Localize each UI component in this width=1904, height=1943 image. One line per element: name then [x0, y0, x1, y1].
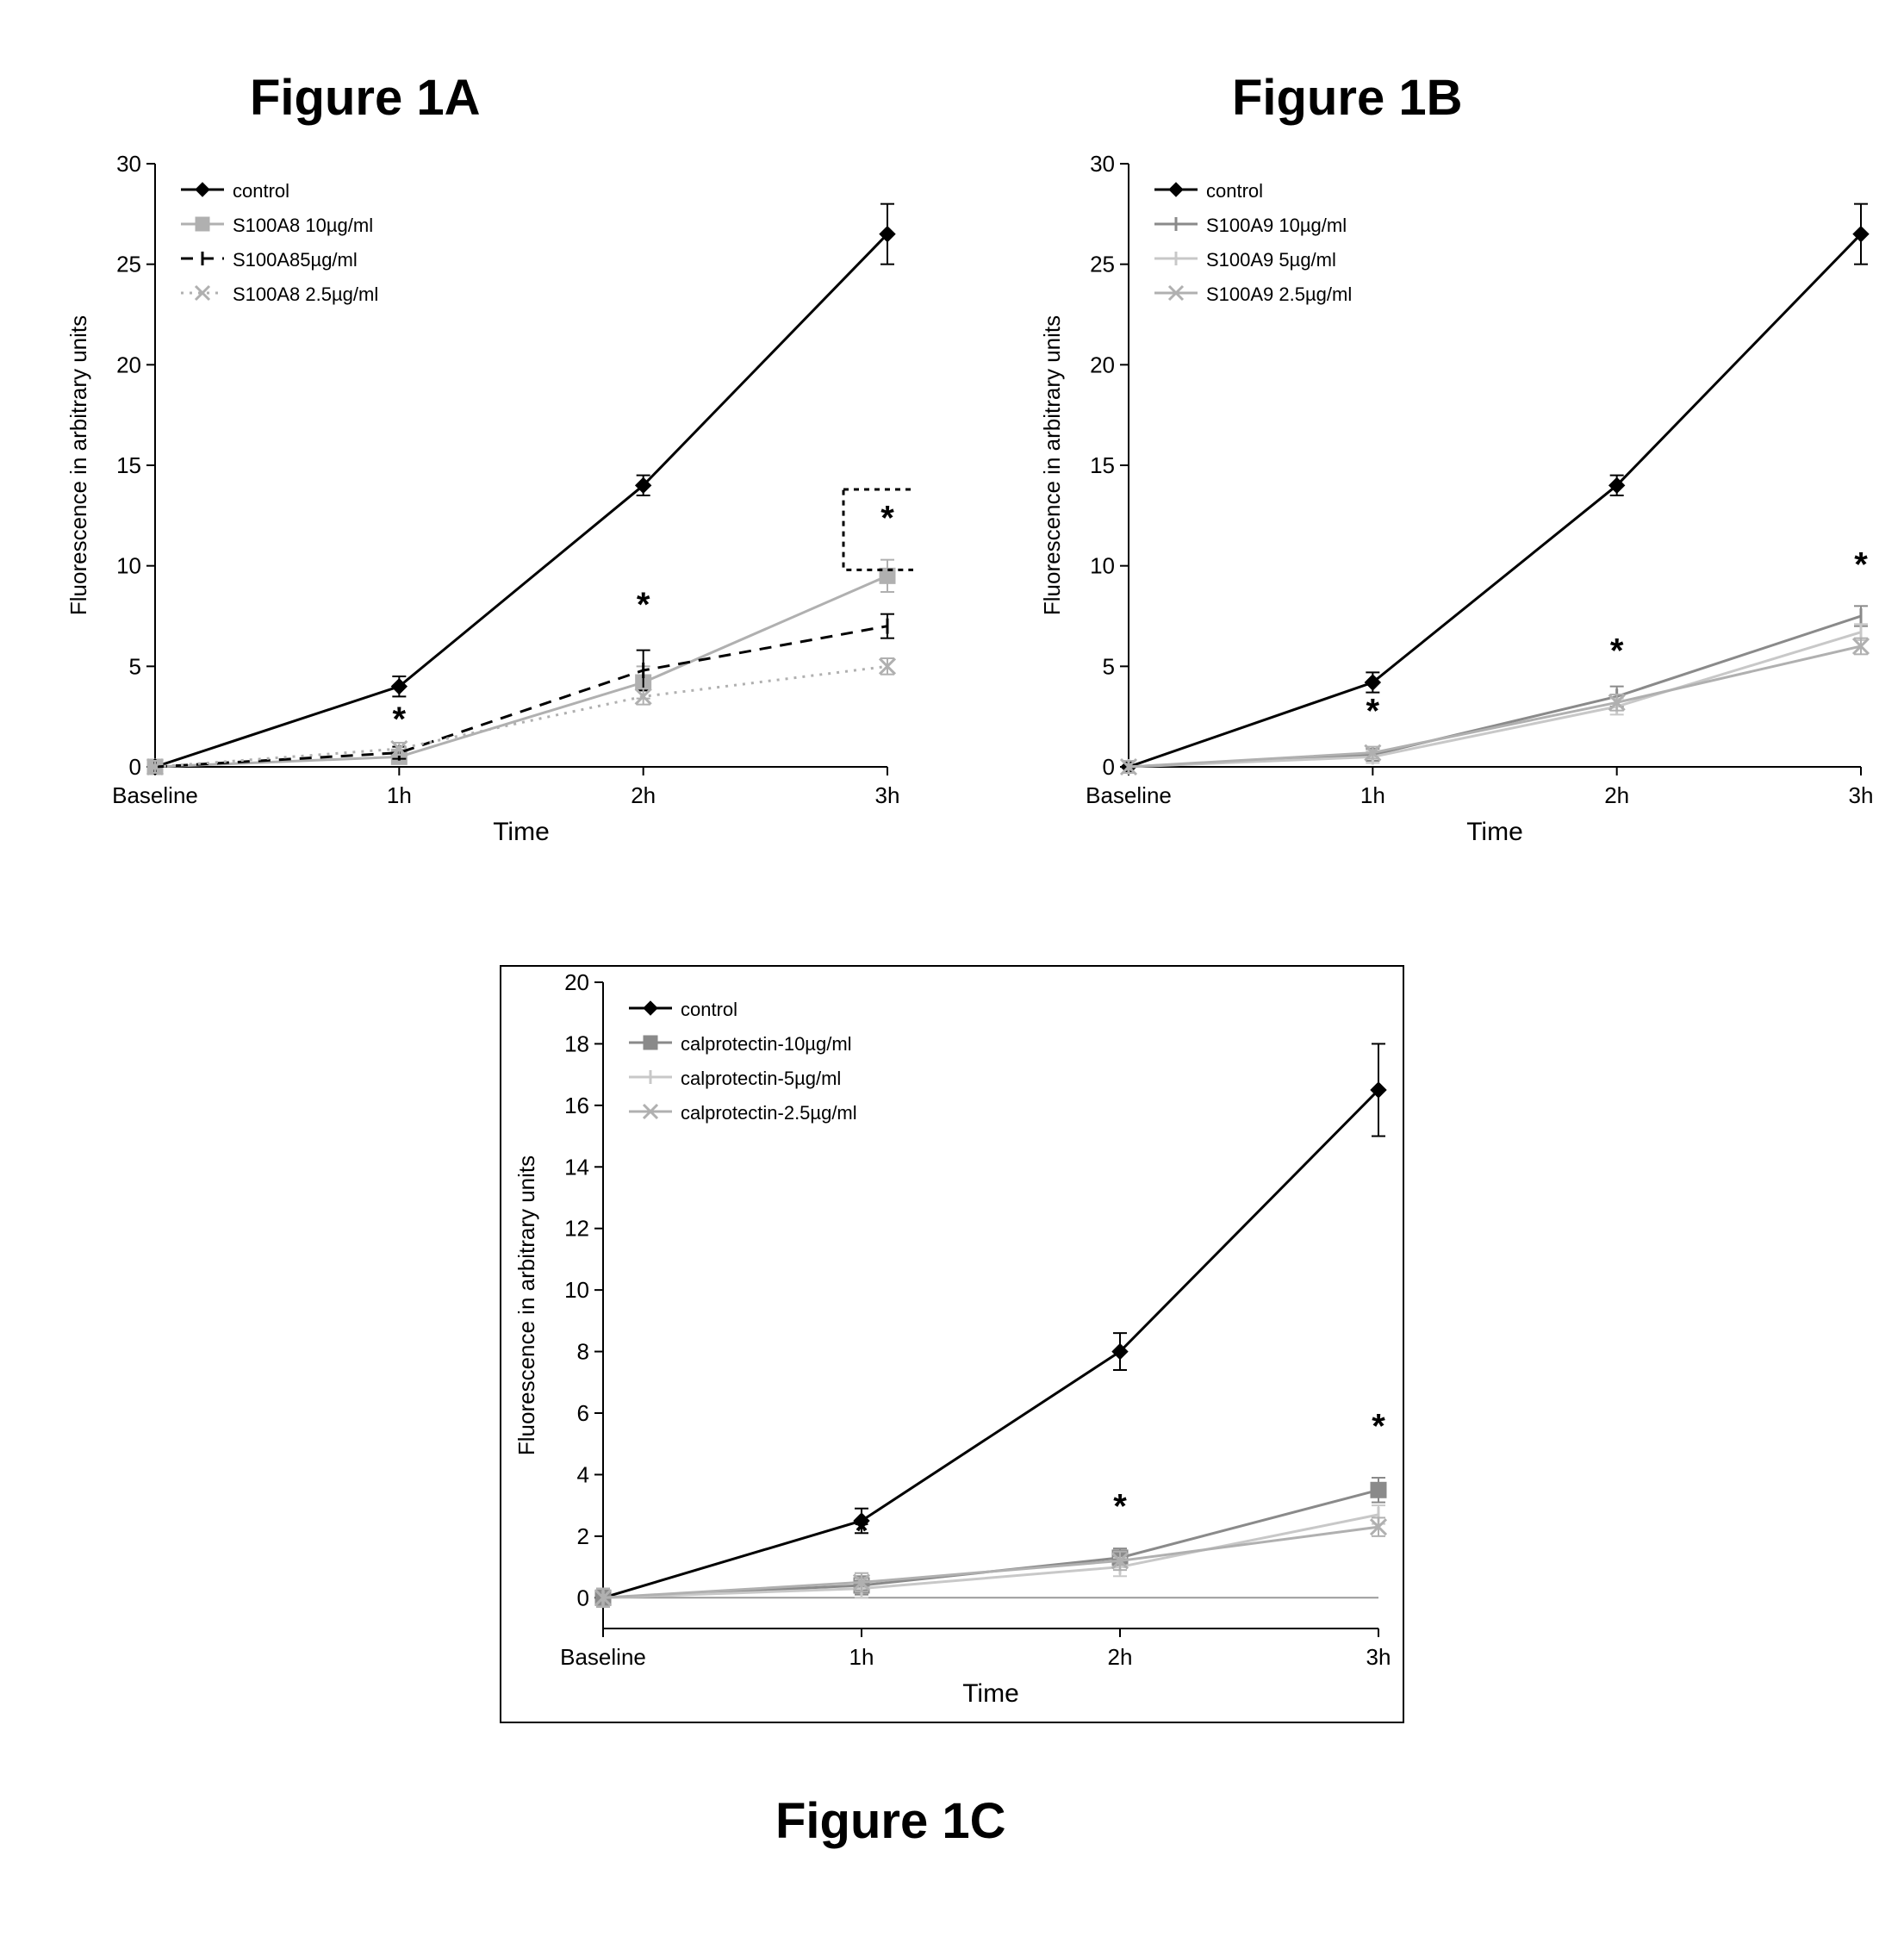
svg-text:Time: Time — [962, 1679, 1019, 1708]
svg-text:14: 14 — [564, 1154, 589, 1180]
svg-text:15: 15 — [116, 452, 141, 478]
svg-text:Fluorescence in arbitrary unit: Fluorescence in arbitrary units — [1039, 315, 1065, 615]
svg-text:S100A9 5µg/ml: S100A9 5µg/ml — [1206, 249, 1336, 271]
svg-text:15: 15 — [1090, 452, 1115, 478]
svg-text:control: control — [233, 180, 289, 202]
svg-text:calprotectin-10µg/ml: calprotectin-10µg/ml — [681, 1033, 852, 1055]
svg-text:1h: 1h — [1360, 782, 1385, 808]
figure-1c-chart: 0 2 4 6 8 10 12 14 16 18 20 Baseline 1h 2h 3h Time Fluor… — [500, 965, 1404, 1723]
svg-text:Time: Time — [493, 818, 550, 846]
svg-text:2h: 2h — [631, 782, 656, 808]
svg-text:0: 0 — [1103, 754, 1115, 780]
svg-text:Baseline: Baseline — [560, 1644, 646, 1670]
svg-text:20: 20 — [1090, 352, 1115, 377]
svg-text:Time: Time — [1466, 818, 1523, 846]
figure-1b-title: Figure 1B — [1232, 69, 1463, 127]
svg-text:*: * — [1610, 632, 1624, 670]
svg-text:2h: 2h — [1108, 1644, 1133, 1670]
svg-text:Fluorescence in arbitrary unit: Fluorescence in arbitrary units — [513, 1155, 539, 1455]
figure-1a-chart: 0 5 10 15 20 25 30 Baseline 1h 2h 3h Time Fluorescen… — [52, 146, 913, 862]
svg-text:25: 25 — [116, 252, 141, 277]
svg-text:20: 20 — [564, 969, 589, 995]
svg-text:30: 30 — [1090, 151, 1115, 177]
svg-text:control: control — [1206, 180, 1263, 202]
svg-text:16: 16 — [564, 1093, 589, 1118]
svg-text:Baseline: Baseline — [1086, 782, 1172, 808]
svg-text:*: * — [1372, 1408, 1385, 1446]
svg-text:Fluorescence in arbitrary unit: Fluorescence in arbitrary units — [65, 315, 91, 615]
svg-text:25: 25 — [1090, 252, 1115, 277]
svg-text:calprotectin-5µg/ml: calprotectin-5µg/ml — [681, 1068, 841, 1089]
svg-text:0: 0 — [129, 754, 141, 780]
svg-text:12: 12 — [564, 1216, 589, 1242]
svg-text:1h: 1h — [849, 1644, 874, 1670]
svg-text:*: * — [1854, 545, 1868, 583]
svg-text:10: 10 — [1090, 553, 1115, 579]
svg-text:*: * — [393, 701, 407, 738]
svg-text:3h: 3h — [1849, 782, 1874, 808]
svg-text:calprotectin-2.5µg/ml: calprotectin-2.5µg/ml — [681, 1102, 857, 1124]
svg-text:control: control — [681, 999, 737, 1020]
svg-text:S100A9 10µg/ml: S100A9 10µg/ml — [1206, 215, 1347, 236]
svg-text:*: * — [855, 1512, 868, 1550]
svg-text:20: 20 — [116, 352, 141, 377]
svg-text:*: * — [637, 586, 650, 624]
svg-text:10: 10 — [116, 553, 141, 579]
svg-text:Baseline: Baseline — [112, 782, 198, 808]
svg-text:S100A9 2.5µg/ml: S100A9 2.5µg/ml — [1206, 283, 1352, 305]
svg-text:S100A8 2.5µg/ml: S100A8 2.5µg/ml — [233, 283, 378, 305]
svg-text:6: 6 — [577, 1400, 589, 1426]
svg-text:2: 2 — [577, 1523, 589, 1549]
svg-text:S100A85µg/ml: S100A85µg/ml — [233, 249, 358, 271]
svg-text:*: * — [1366, 693, 1380, 731]
svg-text:3h: 3h — [875, 782, 900, 808]
svg-text:4: 4 — [577, 1461, 589, 1487]
svg-text:3h: 3h — [1366, 1644, 1391, 1670]
figure-1b-chart: 0 5 10 15 20 25 30 Baseline 1h 2h 3h Time Fluorescen… — [1025, 146, 1887, 862]
figure-1a-title: Figure 1A — [250, 69, 481, 127]
svg-text:18: 18 — [564, 1031, 589, 1056]
svg-text:30: 30 — [116, 151, 141, 177]
svg-text:10: 10 — [564, 1277, 589, 1303]
figure-1c-title: Figure 1C — [775, 1792, 1006, 1850]
svg-text:1h: 1h — [387, 782, 412, 808]
svg-text:*: * — [880, 500, 894, 538]
svg-text:5: 5 — [129, 653, 141, 679]
rotated-canvas: Figure 1A Figure 1B Figure 1C 0510152025… — [0, 0, 1904, 1904]
svg-text:5: 5 — [1103, 653, 1115, 679]
svg-text:2h: 2h — [1604, 782, 1629, 808]
svg-text:S100A8 10µg/ml: S100A8 10µg/ml — [233, 215, 373, 236]
page-root: Figure 1A Figure 1B Figure 1C 0510152025… — [0, 0, 1904, 1904]
svg-text:*: * — [1113, 1487, 1127, 1525]
svg-text:0: 0 — [577, 1585, 589, 1610]
svg-text:8: 8 — [577, 1339, 589, 1365]
